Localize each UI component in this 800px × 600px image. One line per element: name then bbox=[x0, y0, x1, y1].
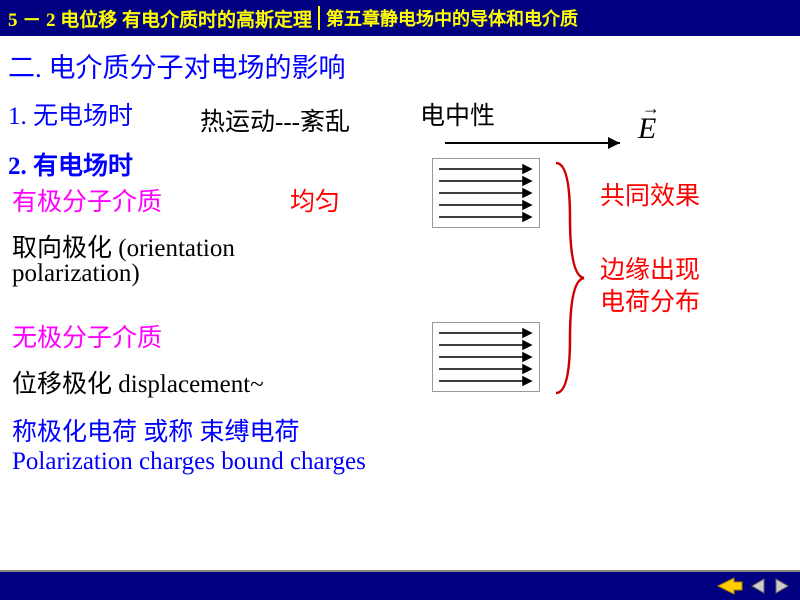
arrow-field-2 bbox=[432, 322, 540, 392]
uniform-label: 均匀 bbox=[290, 182, 340, 218]
item1-label: 1. 无电场时 bbox=[8, 96, 133, 132]
header-left: 5 － 2 电位移 有电介质时的高斯定理 bbox=[8, 5, 312, 32]
efield-label: → E bbox=[638, 112, 656, 146]
header-right: 第五章静电场中的导体和电介质 bbox=[326, 5, 578, 31]
effect2a: 边缘出现 bbox=[600, 250, 700, 286]
nav-next-icon[interactable] bbox=[772, 576, 792, 596]
item2-label: 2. 有电场时 bbox=[8, 146, 133, 182]
nonpolar-label: 无极分子介质 bbox=[12, 318, 162, 354]
displacement-label: 位移极化 displacement~ bbox=[12, 364, 264, 400]
bottom2: Polarization charges bound charges bbox=[12, 448, 366, 476]
section-title: 二. 电介质分子对电场的影响 bbox=[8, 46, 346, 85]
nav-back-icon[interactable] bbox=[716, 576, 744, 596]
footer-bar bbox=[0, 570, 800, 600]
effect1: 共同效果 bbox=[600, 176, 700, 212]
orientation-en: polarization) bbox=[12, 260, 140, 288]
item1-text1: 热运动---紊乱 bbox=[200, 102, 350, 138]
effect2b: 电荷分布 bbox=[600, 282, 700, 318]
slide-header: 5 － 2 电位移 有电介质时的高斯定理 第五章静电场中的导体和电介质 bbox=[0, 0, 800, 36]
arrow-field-1 bbox=[432, 158, 540, 228]
content-area: 二. 电介质分子对电场的影响 1. 无电场时 热运动---紊乱 电中性 → E … bbox=[0, 40, 800, 560]
orientation-cn: 取向极化 (orientation bbox=[12, 228, 235, 264]
efield-arrow bbox=[440, 128, 640, 158]
brace-icon bbox=[548, 158, 588, 398]
header-divider bbox=[318, 6, 320, 30]
bottom1: 称极化电荷 或称 束缚电荷 bbox=[12, 412, 300, 448]
item1-text2: 电中性 bbox=[420, 96, 495, 132]
slide: 5 － 2 电位移 有电介质时的高斯定理 第五章静电场中的导体和电介质 二. 电… bbox=[0, 0, 800, 600]
nav-prev-icon[interactable] bbox=[748, 576, 768, 596]
polar-label: 有极分子介质 bbox=[12, 182, 162, 218]
